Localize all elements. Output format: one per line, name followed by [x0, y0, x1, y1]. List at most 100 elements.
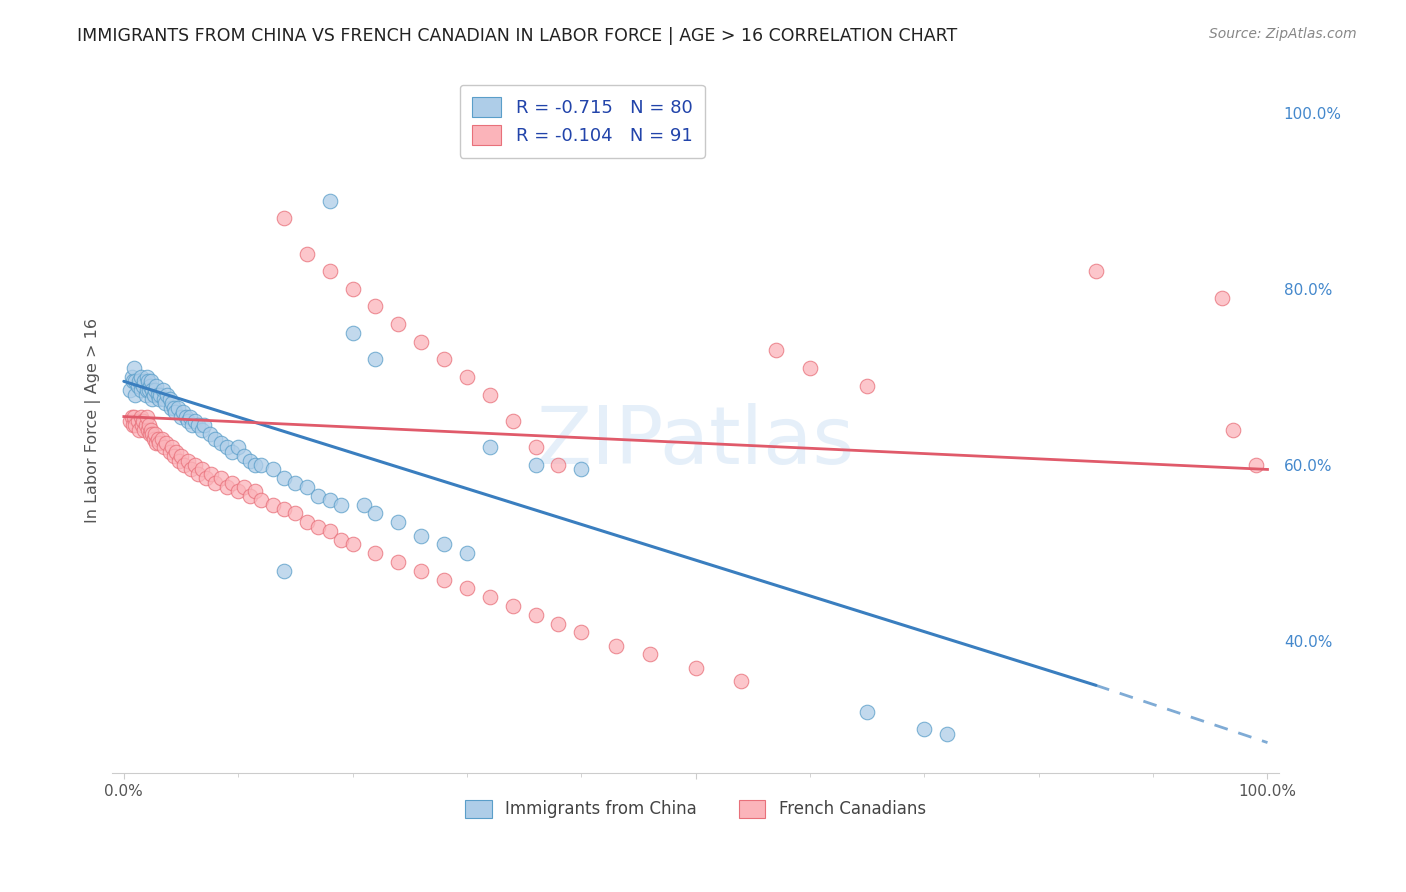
- Point: [730, 673, 752, 688]
- Point: [132, 414, 155, 428]
- Legend: Immigrants from China, French Canadians: Immigrants from China, French Canadians: [458, 793, 932, 825]
- Point: [765, 343, 787, 358]
- Point: [232, 480, 254, 494]
- Point: [135, 387, 157, 401]
- Point: [284, 507, 307, 521]
- Point: [411, 334, 433, 349]
- Point: [200, 467, 222, 481]
- Point: [262, 462, 284, 476]
- Point: [129, 370, 152, 384]
- Point: [936, 727, 959, 741]
- Point: [295, 246, 318, 260]
- Point: [167, 453, 190, 467]
- Point: [139, 427, 162, 442]
- Point: [209, 436, 232, 450]
- Point: [547, 616, 569, 631]
- Point: [127, 378, 149, 392]
- Point: [163, 449, 186, 463]
- Point: [150, 432, 173, 446]
- Point: [605, 639, 627, 653]
- Point: [118, 414, 141, 428]
- Point: [273, 211, 295, 226]
- Point: [284, 475, 307, 490]
- Point: [547, 458, 569, 472]
- Point: [135, 370, 157, 384]
- Point: [136, 374, 159, 388]
- Point: [245, 458, 267, 472]
- Point: [318, 524, 340, 538]
- Point: [226, 484, 249, 499]
- Point: [318, 264, 340, 278]
- Point: [364, 300, 387, 314]
- Point: [232, 449, 254, 463]
- Point: [187, 467, 209, 481]
- Point: [193, 418, 215, 433]
- Point: [209, 471, 232, 485]
- Point: [195, 471, 218, 485]
- Point: [1084, 264, 1107, 278]
- Point: [149, 387, 172, 401]
- Point: [1211, 291, 1233, 305]
- Point: [142, 387, 165, 401]
- Point: [128, 374, 150, 388]
- Point: [478, 441, 501, 455]
- Point: [478, 387, 501, 401]
- Point: [121, 409, 143, 424]
- Point: [478, 591, 501, 605]
- Point: [136, 423, 159, 437]
- Point: [569, 462, 592, 476]
- Point: [156, 387, 179, 401]
- Point: [262, 498, 284, 512]
- Point: [856, 705, 879, 719]
- Point: [174, 409, 197, 424]
- Point: [187, 418, 209, 433]
- Point: [239, 453, 262, 467]
- Point: [342, 537, 364, 551]
- Point: [146, 387, 169, 401]
- Point: [245, 484, 267, 499]
- Point: [273, 471, 295, 485]
- Point: [139, 378, 162, 392]
- Point: [204, 475, 226, 490]
- Text: IMMIGRANTS FROM CHINA VS FRENCH CANADIAN IN LABOR FORCE | AGE > 16 CORRELATION C: IMMIGRANTS FROM CHINA VS FRENCH CANADIAN…: [77, 27, 957, 45]
- Point: [159, 445, 181, 459]
- Point: [221, 475, 243, 490]
- Y-axis label: In Labor Force | Age > 16: In Labor Force | Age > 16: [86, 318, 101, 524]
- Point: [143, 383, 166, 397]
- Point: [307, 519, 329, 533]
- Point: [160, 441, 183, 455]
- Point: [141, 427, 163, 442]
- Point: [127, 414, 149, 428]
- Point: [273, 502, 295, 516]
- Point: [141, 392, 163, 406]
- Point: [198, 427, 221, 442]
- Point: [159, 392, 181, 406]
- Point: [170, 449, 193, 463]
- Point: [569, 625, 592, 640]
- Point: [135, 418, 157, 433]
- Point: [221, 445, 243, 459]
- Point: [124, 387, 146, 401]
- Point: [387, 317, 409, 331]
- Point: [1222, 423, 1244, 437]
- Point: [166, 401, 188, 415]
- Point: [134, 423, 156, 437]
- Point: [524, 441, 547, 455]
- Point: [153, 392, 176, 406]
- Point: [411, 564, 433, 578]
- Point: [364, 352, 387, 367]
- Point: [153, 396, 176, 410]
- Point: [524, 458, 547, 472]
- Point: [318, 493, 340, 508]
- Point: [135, 409, 157, 424]
- Point: [204, 432, 226, 446]
- Point: [184, 458, 207, 472]
- Point: [138, 383, 160, 397]
- Point: [118, 383, 141, 397]
- Point: [180, 462, 202, 476]
- Point: [638, 648, 661, 662]
- Point: [502, 599, 524, 613]
- Point: [190, 462, 212, 476]
- Point: [146, 432, 169, 446]
- Point: [364, 546, 387, 560]
